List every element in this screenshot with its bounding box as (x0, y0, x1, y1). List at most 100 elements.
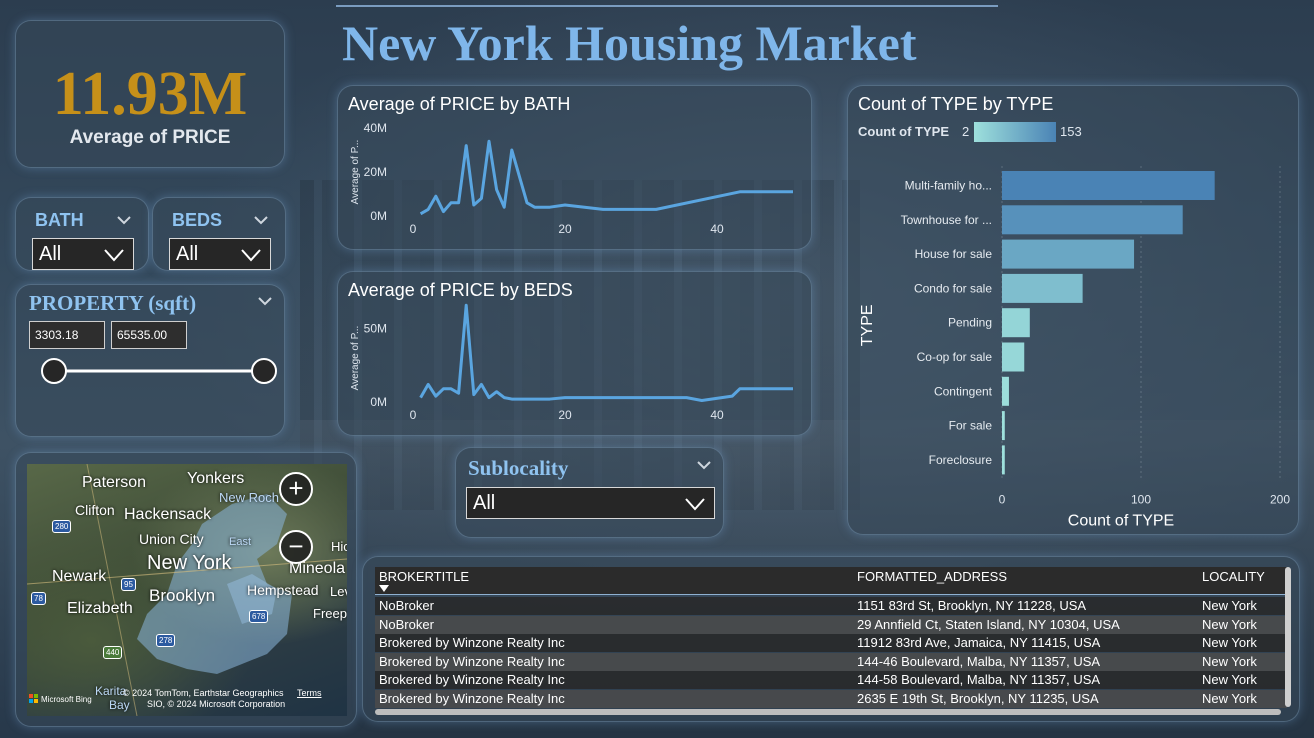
cell-address: 144-58 Boulevard, Malba, NY 11357, USA (857, 672, 1101, 687)
column-header-locality[interactable]: LOCALITY (1202, 569, 1265, 584)
column-header-address[interactable]: FORMATTED_ADDRESS (857, 569, 1007, 584)
chevron-down-icon (685, 498, 705, 511)
table-row[interactable]: Brokered by Winzone Realty Inc 11912 83rd… (375, 634, 1287, 652)
cell-address: 144-46 Boulevard, Malba, NY 11357, USA (857, 653, 1101, 669)
cell-brokertitle: Brokered by Winzone Realty Inc (379, 672, 565, 687)
sublocality-dropdown-value: All (473, 492, 496, 514)
x-tick-label: 20 (558, 222, 572, 236)
column-header-brokertitle[interactable]: BROKERTITLE (379, 569, 470, 584)
map-zoom-in-button[interactable]: + (279, 472, 313, 506)
category-label: Townhouse for ... (901, 213, 992, 227)
bar[interactable] (1002, 205, 1183, 235)
bar[interactable] (1002, 445, 1005, 475)
property-min-input[interactable]: 3303.18 (29, 321, 105, 349)
page-title: New York Housing Market (342, 15, 917, 71)
map-terms-link[interactable]: Terms (297, 688, 322, 698)
table-row[interactable]: Brokered by Winzone Realty Inc 144-58 Bou… (375, 671, 1287, 689)
bar[interactable] (1002, 239, 1135, 269)
map-label: Newark (52, 568, 107, 585)
cell-address: 1151 83rd St, Brooklyn, NY 11228, USA (857, 598, 1087, 613)
bar[interactable] (1002, 411, 1005, 441)
category-label: Multi-family ho... (905, 179, 992, 193)
cell-brokertitle: Brokered by Winzone Realty Inc (379, 653, 565, 669)
table-horizontal-scrollbar[interactable] (375, 709, 1281, 715)
map-credit-1: © 2024 TomTom, Earthstar Geographics (123, 688, 284, 698)
map-label: Bay (109, 698, 130, 712)
sublocality-dropdown[interactable]: All (466, 487, 715, 519)
x-tick-label: 0 (999, 493, 1006, 507)
bath-collapse-chevron-icon[interactable] (116, 214, 132, 226)
highway-shield-icon: 678 (249, 610, 269, 623)
beds-dropdown[interactable]: All (169, 238, 271, 270)
bar[interactable] (1002, 171, 1215, 200)
x-tick-label: 40 (710, 408, 724, 422)
x-axis-title: Count of TYPE (1068, 513, 1174, 530)
property-max-input[interactable]: 65535.00 (111, 321, 187, 349)
sort-descending-icon[interactable] (379, 585, 389, 593)
header-divider (375, 594, 1287, 595)
category-label: Pending (948, 316, 992, 330)
map-label: Mineola (289, 560, 346, 577)
cell-address: 11912 83rd Ave, Jamaica, NY 11415, USA (857, 635, 1101, 650)
price-by-beds-chart: Average of PRICE by BEDS 0M 50M 0 20 40 Avera… (337, 271, 812, 436)
x-tick-label: 0 (410, 408, 417, 422)
chevron-down-icon (241, 249, 261, 262)
property-collapse-chevron-icon[interactable] (257, 295, 273, 307)
legend-gradient (974, 122, 1056, 142)
y-axis-label: Average of P... (350, 140, 361, 205)
highway-shield-icon: 78 (31, 592, 46, 605)
price-by-bath-chart: Average of PRICE by BATH 0M 20M 40M 0 20 40 Av… (337, 85, 812, 250)
property-slicer-title: PROPERTY (sqft) (29, 291, 197, 315)
map-label: Brooklyn (149, 586, 216, 605)
chart-title: Count of TYPE by TYPE (858, 94, 1054, 114)
map-zoom-out-button[interactable]: − (279, 530, 313, 564)
cell-locality: New York (1202, 672, 1257, 687)
bing-logo-icon (29, 694, 38, 703)
range-max-handle (251, 358, 277, 384)
property-range-slider[interactable] (40, 357, 280, 385)
beds-collapse-chevron-icon[interactable] (253, 214, 269, 226)
bath-dropdown[interactable]: All (32, 238, 134, 270)
kpi-card: 11.93M Average of PRICE (15, 20, 285, 168)
table-vertical-scrollbar[interactable] (1285, 567, 1291, 707)
bar[interactable] (1002, 342, 1025, 372)
cell-address: 29 Annfield Ct, Staten Island, NY 10304,… (857, 616, 1120, 632)
table-row[interactable]: NoBroker 29 Annfield Ct, Staten Island, N… (375, 615, 1287, 634)
series-line[interactable] (419, 303, 793, 403)
y-axis-title: TYPE (859, 304, 876, 346)
y-tick-label: 40M (364, 121, 387, 135)
count-by-type-chart: Count of TYPE by TYPE Count of TYPE 2 153 0… (847, 85, 1299, 535)
property-slicer: PROPERTY (sqft) 3303.18 65535.00 (15, 284, 285, 437)
bath-line-chart: 0M 20M 40M 0 20 40 Average of P... (350, 121, 793, 236)
map-label: Hempstead (247, 582, 319, 598)
x-tick-label: 200 (1270, 493, 1290, 507)
map[interactable]: Paterson Yonkers New Roch Clifton Hacken… (27, 464, 347, 716)
map-label: Hackensack (124, 506, 212, 523)
chart-title: Average of PRICE by BEDS (348, 280, 573, 300)
table-row[interactable]: Brokered by Winzone Realty Inc 2635 E 19t… (375, 689, 1287, 708)
map-label: Union City (139, 531, 204, 547)
sublocality-collapse-chevron-icon[interactable] (696, 459, 712, 471)
bar[interactable] (1002, 273, 1083, 303)
bar[interactable] (1002, 376, 1009, 406)
map-label: Elizabeth (67, 600, 133, 617)
x-tick-label: 20 (558, 408, 572, 422)
table-header: BROKERTITLE FORMATTED_ADDRESS LOCALITY (375, 567, 1287, 595)
table-row[interactable]: Brokered by Winzone Realty Inc 144-46 Bou… (375, 652, 1287, 671)
bar[interactable] (1002, 308, 1030, 338)
y-tick-label: 50M (364, 322, 387, 336)
map-label: Karita (95, 684, 127, 698)
map-label: Lev (330, 584, 347, 599)
category-label: Contingent (934, 384, 993, 398)
highway-shield-icon: 95 (121, 578, 136, 591)
series-line[interactable] (419, 139, 793, 216)
y-tick-label: 0M (370, 209, 387, 223)
highway-shield-icon: 280 (52, 520, 72, 533)
cell-address: 2635 E 19th St, Brooklyn, NY 11235, USA (857, 690, 1099, 706)
map-label: New York (147, 552, 232, 574)
cell-locality: New York (1202, 653, 1257, 669)
bath-slicer-title: BATH (35, 210, 84, 230)
table-row[interactable]: NoBroker 1151 83rd St, Brooklyn, NY 11228… (375, 597, 1287, 615)
chart-title: Average of PRICE by BATH (348, 94, 571, 114)
highway-shield-icon: 440 (103, 646, 123, 659)
